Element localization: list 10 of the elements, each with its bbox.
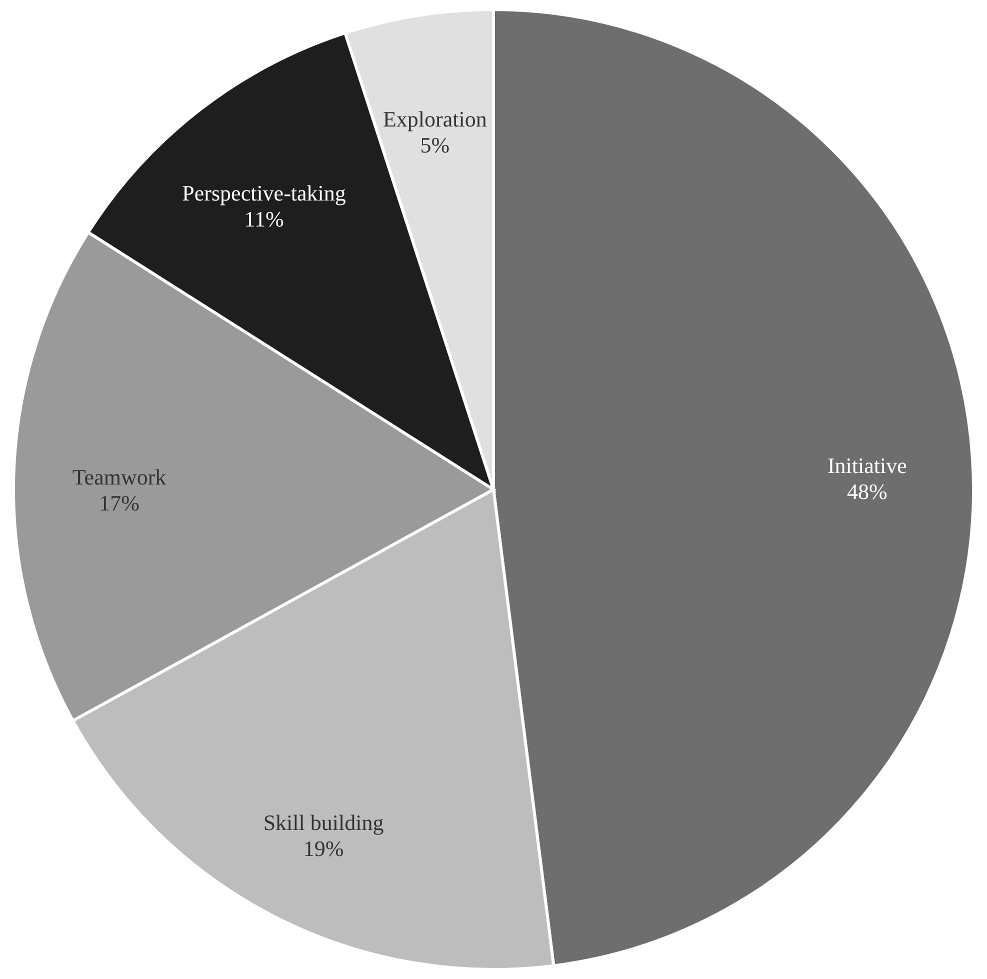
slice-label: Initiative <box>827 452 907 478</box>
slice-label: Teamwork <box>72 464 166 490</box>
data-label: 19% <box>303 836 344 862</box>
data-label: 48% <box>846 478 888 504</box>
slice-label: Skill building <box>263 810 384 836</box>
data-label: 17% <box>99 490 140 516</box>
slice-label: Exploration <box>382 106 487 132</box>
slice-label: Perspective-taking <box>182 180 346 206</box>
data-label: 5% <box>420 132 450 158</box>
data-label: 11% <box>244 206 284 232</box>
